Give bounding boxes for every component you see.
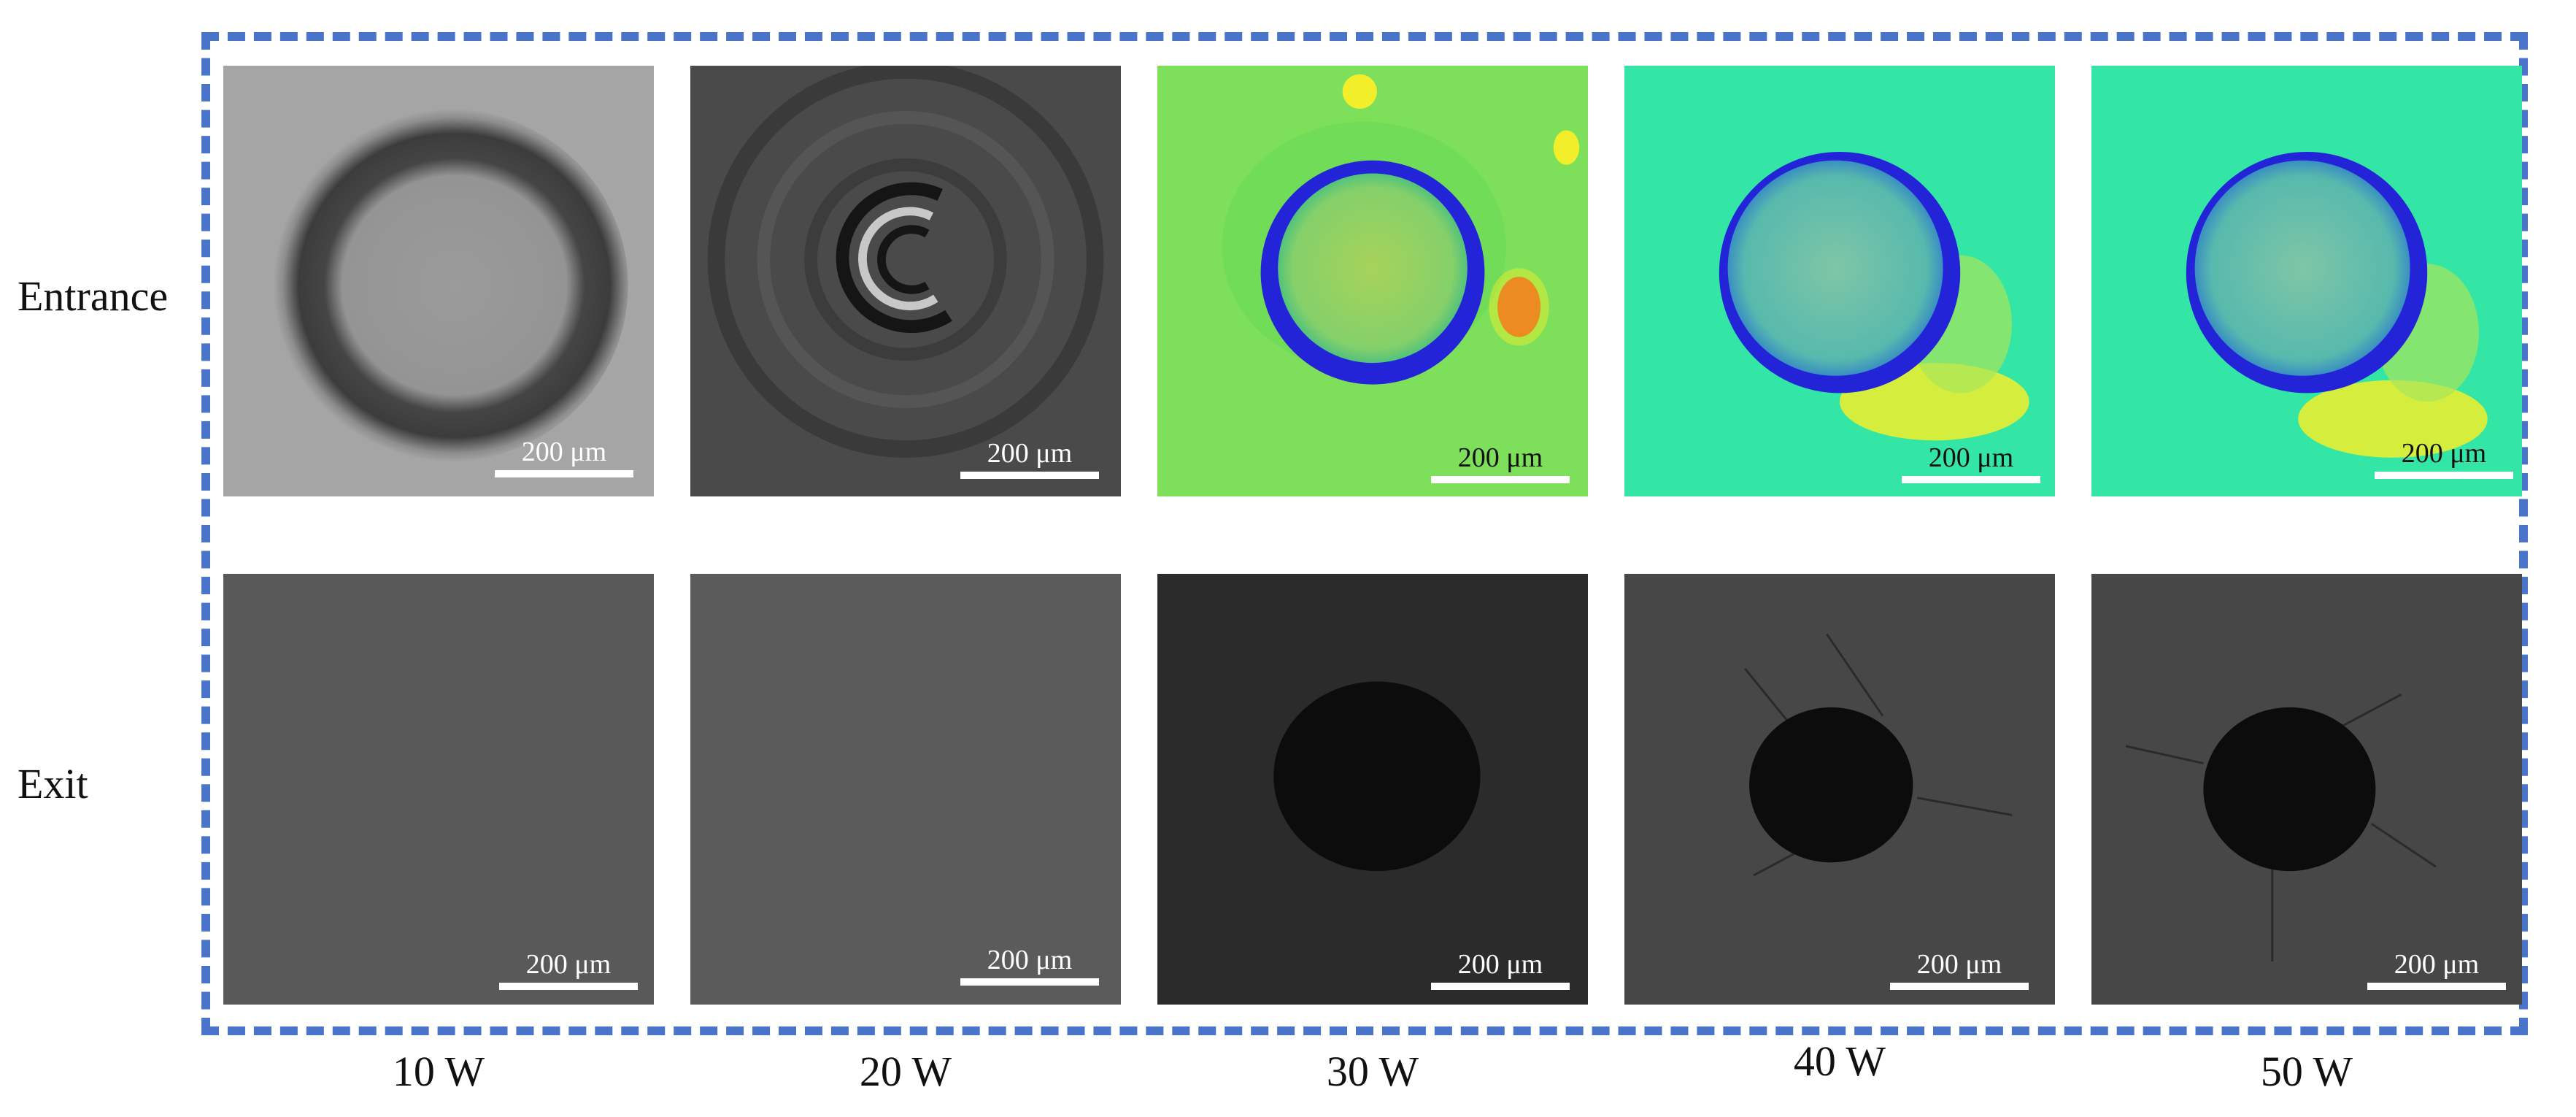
scale-bar-line (1902, 475, 2040, 483)
scale-bar-label: 200 μm (2394, 949, 2480, 980)
scale-bar-line (1890, 982, 2029, 990)
entrance-image-50w: 200 μm (2091, 66, 2522, 496)
scale-bar: 200 μm (2367, 949, 2506, 990)
row-label-exit: Exit (18, 760, 88, 807)
entrance-image-40w: 200 μm (1624, 66, 2055, 496)
scale-bar-label: 200 μm (987, 438, 1073, 469)
scale-bar-line (1431, 475, 1570, 483)
exit-image-30w: 200 μm (1157, 574, 1588, 1005)
scale-bar: 200 μm (1431, 442, 1570, 483)
scale-bar: 200 μm (1902, 442, 2040, 483)
scale-bar-line (2375, 471, 2513, 479)
column-label-20w: 20 W (859, 1048, 952, 1095)
exit-image-40w: 200 μm (1624, 574, 2055, 1005)
scale-bar-label: 200 μm (1916, 949, 2002, 980)
scale-bar: 200 μm (499, 949, 638, 990)
scale-bar-line (2367, 982, 2506, 990)
scale-bar-label: 200 μm (1928, 442, 2014, 473)
scale-bar-label: 200 μm (1457, 949, 1543, 980)
scale-bar-label: 200 μm (1457, 442, 1543, 473)
scale-bar-label: 200 μm (525, 949, 612, 980)
exit-image-10w: 200 μm (223, 574, 654, 1005)
column-label-10w: 10 W (392, 1048, 485, 1095)
column-label-40w: 40 W (1793, 1037, 1886, 1085)
scale-bar: 200 μm (960, 945, 1099, 986)
scale-bar-label: 200 μm (521, 437, 607, 467)
scale-bar: 200 μm (1431, 949, 1570, 990)
scale-bar: 200 μm (960, 439, 1099, 479)
scale-bar-line (960, 978, 1099, 986)
scale-bar-line (1431, 982, 1570, 990)
scale-bar-line (960, 471, 1099, 479)
column-label-30w: 30 W (1326, 1048, 1419, 1095)
exit-image-50w: 200 μm (2091, 574, 2522, 1005)
row-label-entrance: Entrance (18, 272, 169, 320)
scale-bar: 200 μm (495, 437, 633, 477)
entrance-image-30w: 200 μm (1157, 66, 1588, 496)
scale-bar: 200 μm (2375, 439, 2513, 479)
scale-bar-line (499, 982, 638, 990)
column-label-50w: 50 W (2260, 1048, 2353, 1095)
scale-bar: 200 μm (1890, 949, 2029, 990)
scale-bar-line (495, 469, 633, 477)
scale-bar-label: 200 μm (2401, 438, 2487, 469)
entrance-image-10w: 200 μm (223, 66, 654, 496)
exit-image-20w: 200 μm (690, 574, 1121, 1005)
scale-bar-label: 200 μm (987, 945, 1073, 975)
entrance-image-20w: 200 μm (690, 66, 1121, 496)
